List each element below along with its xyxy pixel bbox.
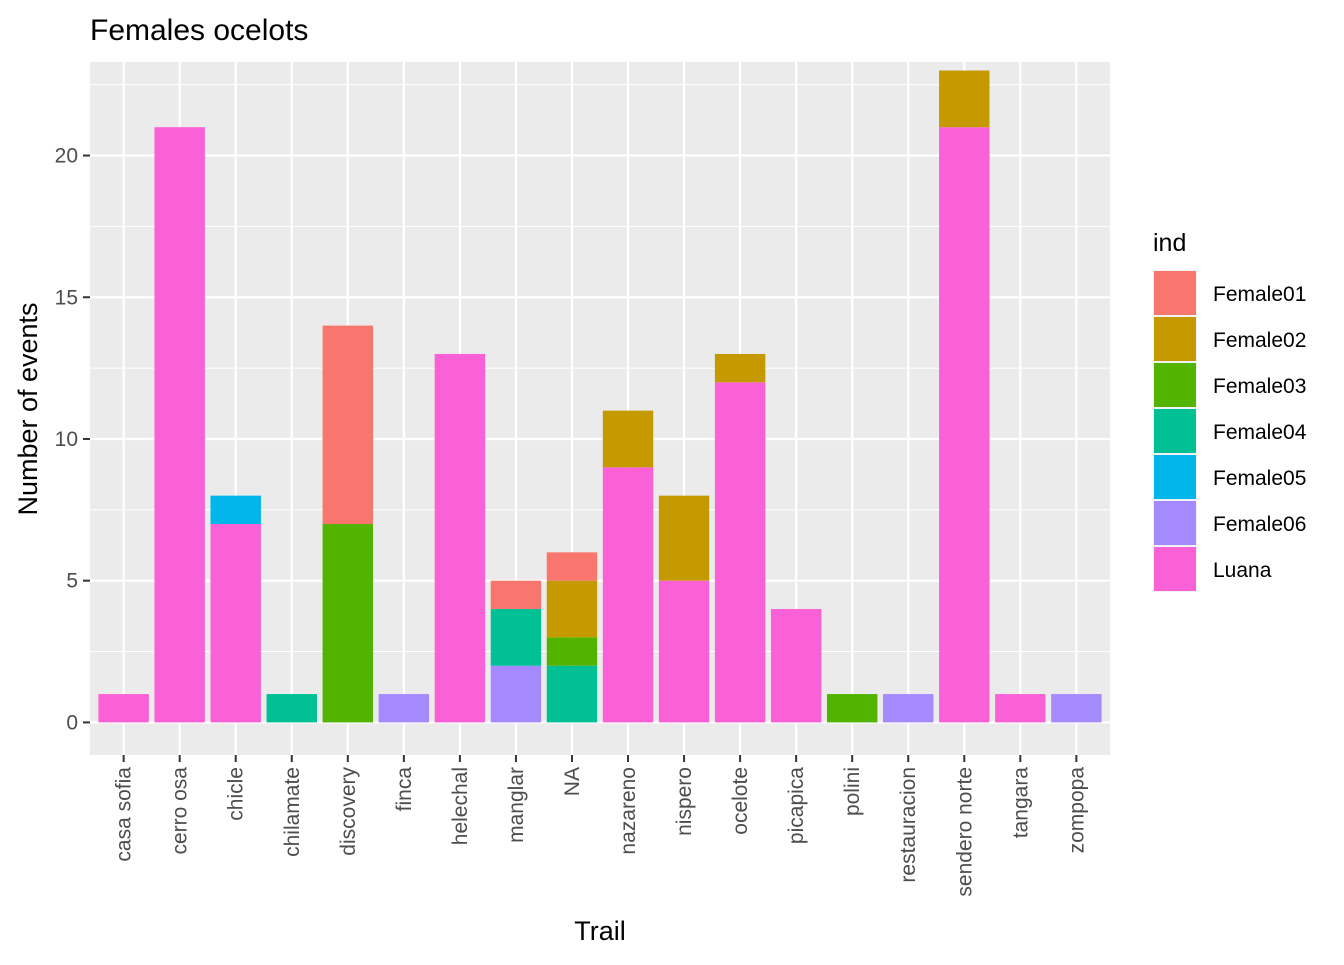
x-tick-label: helechal bbox=[449, 767, 472, 845]
bar-segment bbox=[939, 70, 990, 128]
bar-segment bbox=[154, 127, 205, 723]
bar-segment bbox=[714, 353, 766, 383]
legend: ind Female01 Female02 Female03 Female04 Fema… bbox=[1153, 229, 1307, 592]
bar-segment bbox=[322, 524, 374, 723]
x-tick-label: finca bbox=[393, 767, 416, 812]
bars bbox=[98, 70, 1102, 723]
x-axis: casa sofia cerro osa chicle chilamate discov… bbox=[113, 755, 1088, 897]
legend-label: Luana bbox=[1213, 559, 1272, 582]
bar-segment bbox=[210, 524, 261, 723]
y-axis-title: Number of events bbox=[13, 302, 43, 515]
legend-label: Female06 bbox=[1213, 513, 1306, 536]
bar-segment bbox=[995, 694, 1046, 723]
legend-key bbox=[1154, 501, 1196, 545]
x-tick-label: nispero bbox=[673, 767, 696, 836]
y-tick-label: 0 bbox=[66, 711, 78, 734]
legend-key bbox=[1154, 547, 1196, 591]
y-tick-label: 15 bbox=[55, 286, 78, 309]
bar-segment bbox=[434, 353, 486, 723]
x-tick-label: chicle bbox=[225, 767, 248, 821]
bar-segment bbox=[602, 467, 654, 723]
legend-key bbox=[1154, 317, 1196, 361]
y-tick-label: 5 bbox=[66, 570, 78, 593]
legend-title: ind bbox=[1153, 229, 1186, 257]
bar-segment bbox=[770, 609, 822, 723]
legend-label: Female02 bbox=[1213, 329, 1306, 352]
x-tick-label: nazareno bbox=[617, 767, 640, 855]
bar-segment bbox=[714, 382, 766, 723]
bar-segment bbox=[266, 694, 317, 723]
legend-label: Female04 bbox=[1213, 421, 1307, 444]
bar-segment bbox=[602, 410, 654, 468]
legend-label: Female01 bbox=[1213, 283, 1306, 306]
bar-segment bbox=[939, 127, 990, 723]
x-tick-label: sendero norte bbox=[953, 767, 976, 897]
legend-key bbox=[1154, 409, 1196, 453]
bar-segment bbox=[490, 665, 542, 723]
x-tick-label: tangara bbox=[1009, 767, 1032, 839]
bar-segment bbox=[98, 694, 149, 723]
bar-segment bbox=[1051, 694, 1102, 723]
x-tick-label: picapica bbox=[785, 767, 808, 844]
bar-segment bbox=[658, 495, 710, 581]
x-tick-label: restauracion bbox=[897, 767, 920, 883]
bar-segment bbox=[658, 580, 710, 723]
bar-segment bbox=[826, 694, 878, 723]
bar-segment bbox=[546, 665, 598, 723]
legend-label: Female03 bbox=[1213, 375, 1306, 398]
x-tick-label: polini bbox=[841, 767, 864, 816]
x-tick-label: manglar bbox=[505, 767, 528, 843]
bar-segment bbox=[546, 552, 598, 581]
x-tick-label: discovery bbox=[337, 767, 360, 856]
y-tick-label: 10 bbox=[55, 428, 78, 451]
x-tick-label: zompopa bbox=[1065, 767, 1088, 854]
bar-segment bbox=[210, 495, 261, 524]
x-tick-label: chilamate bbox=[281, 767, 304, 857]
x-tick-label: NA bbox=[561, 767, 584, 796]
x-tick-label: ocelote bbox=[729, 767, 752, 835]
x-tick-label: cerro osa bbox=[169, 767, 192, 855]
bar-segment bbox=[546, 637, 598, 666]
x-axis-title: Trail bbox=[574, 916, 626, 946]
legend-key bbox=[1154, 271, 1196, 315]
legend-label: Female05 bbox=[1213, 467, 1306, 490]
legend-key bbox=[1154, 363, 1196, 407]
y-tick-label: 20 bbox=[55, 145, 78, 168]
y-axis: 0 5 10 15 20 bbox=[55, 145, 90, 734]
bar-segment bbox=[490, 580, 542, 610]
chart-title: Females ocelots bbox=[90, 14, 308, 47]
x-tick-label: casa sofia bbox=[113, 767, 136, 862]
bar-segment bbox=[378, 694, 430, 723]
bar-segment bbox=[883, 694, 934, 723]
legend-key bbox=[1154, 455, 1196, 499]
bar-segment bbox=[546, 580, 598, 638]
bar-segment bbox=[322, 325, 374, 524]
bar-segment bbox=[490, 609, 542, 666]
